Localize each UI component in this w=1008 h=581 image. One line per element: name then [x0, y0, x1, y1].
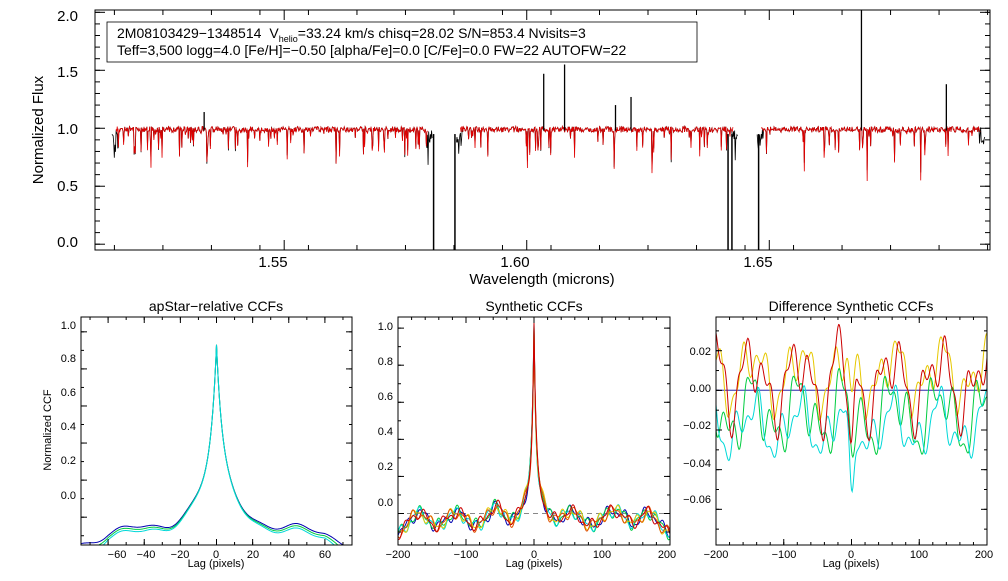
difference-ccf-series-line	[716, 384, 987, 494]
spectrum-ytick-label: 0.5	[57, 178, 78, 195]
apstar-ccf-title: apStar−relative CCFs	[149, 298, 283, 314]
difference-ccf-series-line	[716, 368, 987, 459]
apstar-ccf-ytick-label: 0.4	[61, 421, 76, 433]
apstar-ccf-y-axis-label: Normalized CCF	[42, 389, 54, 471]
apstar-ccf-ytick-label: 0.0	[61, 490, 76, 502]
difference-ccf-xtick-label: 0	[848, 549, 854, 561]
spectrum-ytick-label: 0.0	[57, 234, 78, 251]
synthetic-ccf-x-axis-label: Lag (pixels)	[506, 558, 563, 570]
synthetic-ccf-title: Synthetic CCFs	[485, 298, 582, 314]
apstar-ccf-ytick-label: 0.6	[61, 387, 76, 399]
apstar-ccf-ytick-label: 0.2	[61, 455, 76, 467]
spectrum-ytick-label: 1.0	[57, 121, 78, 138]
difference-ccf-xtick-label: 200	[975, 549, 993, 561]
difference-ccf-panel: Difference Synthetic CCFs −200 −100 0 10…	[683, 298, 993, 570]
apstar-ccf-series-line	[102, 344, 335, 545]
spectrum-ytick-label: 2.0	[57, 8, 78, 25]
spectrum-frame	[94, 9, 991, 251]
difference-ccf-xtick-label: −100	[772, 549, 797, 561]
synthetic-ccf-xtick-label: 0	[531, 549, 537, 561]
spectrum-info-line-2: Teff=3,500 logg=4.0 [Fe/H]=−0.50 [alpha/…	[117, 42, 626, 58]
synthetic-ccf-xtick-label: 200	[658, 549, 676, 561]
spectrum-model-line	[760, 125, 981, 181]
apstar-ccf-xtick-label: −60	[108, 549, 127, 561]
apstar-ccf-xtick-label: 40	[283, 549, 295, 561]
spectrum-plot-area	[111, 10, 986, 250]
apstar-ccf-xtick-label: 60	[319, 549, 331, 561]
difference-ccf-x-axis-label: Lag (pixels)	[823, 558, 880, 570]
difference-ccf-xtick-label: −200	[704, 549, 729, 561]
spectrum-xtick-label: 1.60	[500, 254, 529, 271]
difference-ccf-series-line	[716, 333, 987, 422]
apstar-ccf-tick-marks	[81, 317, 352, 545]
apstar-ccf-x-axis-label: Lag (pixels)	[188, 558, 245, 570]
apstar-ccf-xtick-label: 0	[213, 549, 219, 561]
difference-ccf-xtick-label: 100	[910, 549, 928, 561]
spectrum-info-line-1: 2M08103429−1348514 Vhelio=33.24 km/s chis…	[117, 25, 586, 44]
difference-ccf-plot-area	[716, 323, 987, 494]
synthetic-ccf-ytick-label: 0.6	[378, 391, 393, 403]
spectrum-model-line	[460, 124, 734, 174]
spectrum-x-axis-label: Wavelength (microns)	[469, 271, 614, 288]
synthetic-ccf-ytick-label: 0.8	[378, 356, 393, 368]
synthetic-ccf-ytick-label: 0.4	[378, 426, 393, 438]
synthetic-ccf-xtick-label: −200	[386, 549, 411, 561]
difference-ccf-series-line	[716, 323, 987, 445]
difference-ccf-title: Difference Synthetic CCFs	[769, 298, 934, 314]
synthetic-ccf-ytick-label: 1.0	[378, 321, 393, 333]
apstar-ccf-ytick-label: 0.8	[61, 353, 76, 365]
apstar-ccf-panel: apStar−relative CCFs −60 −40 −20 0 20 40…	[42, 298, 353, 570]
difference-ccf-ytick-label: −0.02	[683, 420, 711, 432]
spectrum-xtick-label: 1.55	[258, 254, 287, 271]
difference-ccf-ytick-label: −0.06	[683, 494, 711, 506]
difference-ccf-tick-marks	[715, 317, 988, 545]
synthetic-ccf-panel: Synthetic CCFs −200 −100 0 100 200 0.0 0…	[378, 298, 676, 570]
apstar-ccf-plot-area	[81, 344, 345, 545]
apstar-ccf-xtick-label: 20	[247, 549, 259, 561]
spectrum-info-box	[106, 21, 698, 63]
synthetic-ccf-xtick-label: 100	[593, 549, 611, 561]
apstar-ccf-xtick-label: −40	[137, 549, 156, 561]
spectrum-panel: 2M08103429−1348514 Vhelio=33.24 km/s chis…	[30, 8, 991, 288]
spectrum-model-line	[115, 125, 428, 168]
difference-ccf-ytick-label: 0.00	[690, 383, 711, 395]
synthetic-ccf-tick-marks	[397, 317, 671, 545]
spectrum-xtick-label: 1.65	[743, 254, 772, 271]
difference-ccf-ytick-label: 0.02	[690, 346, 711, 358]
spectrum-ytick-label: 1.5	[57, 64, 78, 81]
spectrum-tick-marks	[95, 10, 990, 250]
synthetic-ccf-ytick-label: 0.2	[378, 461, 393, 473]
apstar-ccf-xtick-label: −20	[171, 549, 190, 561]
synthetic-ccf-xtick-label: −100	[454, 549, 479, 561]
spectrum-y-axis-label: Normalized Flux	[30, 75, 47, 184]
synthetic-ccf-ytick-label: 0.0	[378, 497, 393, 509]
difference-ccf-ytick-label: −0.04	[683, 458, 711, 470]
apstar-ccf-ytick-label: 1.0	[61, 320, 76, 332]
